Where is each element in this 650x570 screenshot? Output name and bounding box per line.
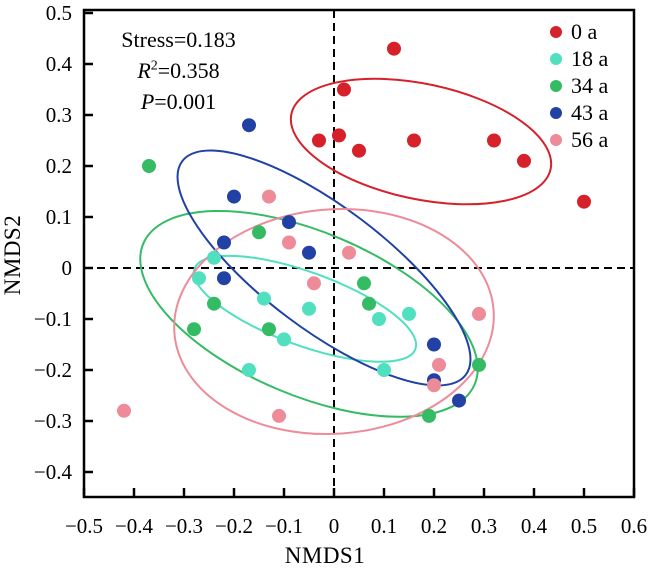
data-point-0a [352,143,366,158]
data-point-0a [312,133,326,148]
x-tick-label: 0.5 [571,514,597,538]
x-axis-title: NMDS1 [284,543,366,568]
y-axis-title: NMDS2 [0,214,25,296]
y-tick-label: 0.1 [46,205,72,229]
confidence-ellipse-0a [289,77,553,206]
data-point-56a [342,245,356,260]
confidence-ellipse-56a [173,208,495,436]
data-point-43a [282,215,296,230]
data-point-34a [262,322,276,337]
x-tick-label: 0.1 [371,514,397,538]
y-tick-label: −0.2 [34,358,72,382]
legend-item-18a: 18 a [550,45,608,72]
legend-dot-icon [550,106,562,119]
data-point-56a [282,235,296,250]
data-point-34a [207,296,221,311]
legend-dot-icon [550,25,562,38]
data-point-0a [337,82,351,97]
y-tick-label: −0.4 [34,460,73,484]
p-value: P=0.001 [140,89,217,114]
x-tick-label: −0.2 [215,514,253,538]
legend-item-56a: 56 a [550,126,608,153]
confidence-ellipse-18a [192,254,418,363]
stress-value: Stress=0.183 [121,27,236,52]
data-point-0a [487,133,501,148]
data-point-18a [257,291,271,306]
data-point-56a [262,189,276,204]
data-point-18a [207,250,221,265]
legend-label: 34 a [571,72,609,98]
x-tick-label: −0.3 [165,514,203,538]
data-point-34a [252,225,266,240]
data-point-43a [217,271,231,286]
data-point-56a [432,357,446,372]
data-point-34a [362,296,376,311]
data-point-43a [452,393,466,408]
r-squared-value: R2=0.358 [137,58,220,83]
legend-item-0a: 0 a [550,18,608,45]
data-point-0a [387,41,401,56]
legend-label: 56 a [571,126,609,152]
x-tick-label: 0.2 [421,514,447,538]
y-tick-label: 0 [62,256,73,280]
stats-annotation: Stress=0.183 R2=0.358 P=0.001 [86,24,271,117]
y-tick-label: −0.1 [34,307,72,331]
data-point-56a [427,378,441,393]
data-point-34a [422,408,436,423]
confidence-ellipse-34a [139,209,479,418]
data-point-0a [407,133,421,148]
plot-frame [82,8,636,499]
data-point-34a [187,322,201,337]
y-tick-label: −0.3 [34,409,72,433]
data-point-18a [192,271,206,286]
data-point-43a [302,245,316,260]
x-tick-label: −0.5 [65,514,103,538]
data-point-18a [242,363,256,377]
x-tick-label: 0.6 [621,514,647,538]
data-point-18a [377,363,391,377]
x-tick-label: 0.3 [471,514,497,538]
data-point-18a [372,312,386,326]
data-point-43a [427,337,441,352]
data-point-18a [302,301,316,316]
x-tick-label: −0.4 [115,514,154,538]
data-point-43a [242,118,256,133]
data-point-0a [517,153,531,168]
data-point-18a [402,306,416,321]
data-point-43a [227,189,241,204]
legend-label: 43 a [571,99,609,125]
y-tick-label: 0.2 [46,154,72,178]
data-point-34a [472,357,486,372]
y-tick-label: 0.3 [46,103,72,127]
legend-dot-icon [550,133,562,146]
data-point-56a [307,276,321,291]
data-point-0a [577,194,591,209]
data-point-18a [277,332,291,347]
data-point-56a [272,408,286,423]
data-point-34a [357,276,371,291]
legend-dot-icon [550,79,562,92]
x-tick-label: 0 [329,514,340,538]
data-point-56a [117,403,131,418]
y-tick-label: 0.5 [46,1,72,25]
legend-item-34a: 34 a [550,72,608,99]
data-point-56a [472,306,486,321]
y-tick-label: 0.4 [46,52,73,76]
confidence-ellipse-43a [176,149,472,387]
legend: 0 a 18 a 34 a 43 a 56 a [550,18,608,153]
data-point-34a [142,159,156,173]
x-tick-label: 0.4 [521,514,548,538]
x-tick-label: −0.1 [265,514,303,538]
legend-item-43a: 43 a [550,99,608,126]
legend-label: 18 a [571,45,609,71]
legend-dot-icon [550,52,562,65]
data-point-0a [332,128,346,143]
data-point-43a [217,235,231,250]
legend-label: 0 a [571,18,598,44]
